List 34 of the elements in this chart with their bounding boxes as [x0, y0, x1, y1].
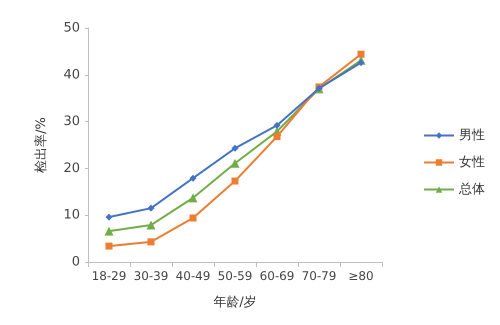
- x-tick-label: 70-79: [302, 269, 336, 283]
- point: [274, 122, 280, 129]
- legend-label: 女性: [459, 155, 485, 170]
- y-tick-label: 50: [63, 20, 80, 36]
- point: [230, 158, 240, 168]
- point: [148, 238, 154, 246]
- y-tick-label: 20: [63, 160, 80, 176]
- point: [232, 178, 238, 185]
- point: [148, 204, 154, 212]
- point: [106, 214, 112, 221]
- point: [106, 242, 112, 250]
- x-tick-label: 18-29: [92, 269, 126, 283]
- x-tick-label: 60-69: [260, 269, 294, 283]
- legend-label: 总体: [458, 182, 485, 197]
- x-tick-label: 40-49: [176, 269, 210, 283]
- y-tick-label: 0: [72, 254, 80, 270]
- point: [190, 214, 196, 222]
- legend-label: 男性: [459, 128, 485, 143]
- point: [146, 220, 156, 230]
- y-tick-label: 30: [63, 114, 80, 130]
- point: [274, 133, 280, 140]
- point: [232, 144, 238, 152]
- y-tick-label: 40: [63, 67, 80, 82]
- x-tick-label: 30-39: [134, 269, 168, 283]
- y-tick-label: 10: [63, 208, 80, 223]
- point: [104, 226, 114, 236]
- point: [358, 59, 364, 66]
- x-tick-label: 50-59: [218, 269, 252, 283]
- y-axis-title: 检出率/%: [33, 117, 49, 173]
- x-axis-title: 年龄/岁: [213, 295, 257, 310]
- point: [188, 193, 198, 202]
- point: [358, 50, 364, 58]
- point: [190, 174, 196, 182]
- x-tick-label: ≥80: [348, 269, 374, 283]
